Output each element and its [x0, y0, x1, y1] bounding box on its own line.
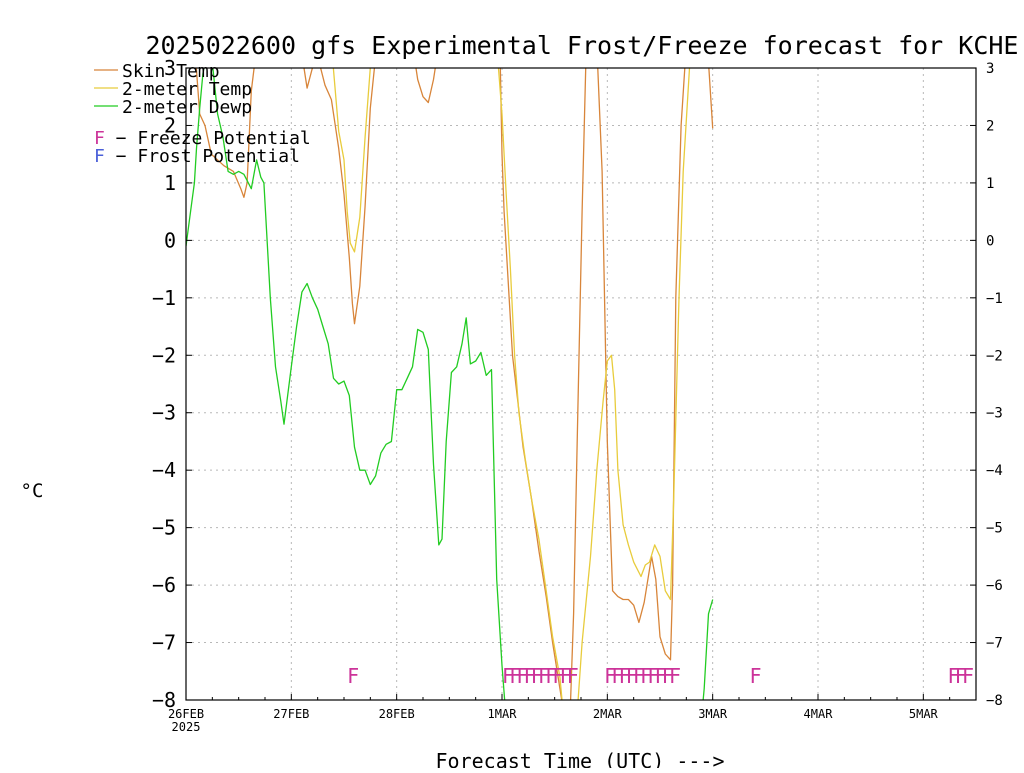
legend-note: F − Frost Potential	[94, 146, 300, 167]
freeze-potential-marker: F	[647, 664, 659, 688]
y-tick-label-left: −4	[152, 458, 176, 482]
x-tick-label: 1MAR	[488, 707, 518, 721]
freeze-potential-marker: F	[750, 664, 762, 688]
freeze-potential-marker: F	[524, 664, 536, 688]
y-tick-label-left: −7	[152, 631, 176, 655]
y-tick-label-right: 1	[986, 176, 994, 192]
y-tick-label-right: −7	[986, 636, 1003, 652]
legend-label: 2-meter Temp	[122, 79, 252, 100]
y-tick-label-left: −2	[152, 343, 176, 367]
y-tick-label-right: −6	[986, 578, 1003, 594]
y-tick-label-right: −8	[986, 693, 1003, 709]
freeze-potential-marker: F	[516, 664, 528, 688]
y-tick-label-left: −3	[152, 401, 176, 425]
freeze-potential-marker: F	[502, 664, 514, 688]
x-tick-sublabel: 2025	[172, 720, 201, 734]
series-line-2-meter-temp	[332, 68, 691, 700]
legend-label: Skin Temp	[122, 61, 220, 82]
freeze-potential-marker: F	[531, 664, 543, 688]
freeze-potential-marker: F	[560, 664, 572, 688]
freeze-potential-marker: F	[640, 664, 652, 688]
freeze-potential-marker: F	[545, 664, 557, 688]
freeze-potential-marker: F	[604, 664, 616, 688]
plot-frame	[185, 67, 977, 701]
y-tick-label-left: −5	[152, 516, 176, 540]
y-tick-label-right: −2	[986, 348, 1003, 364]
x-tick-label: 2MAR	[593, 707, 623, 721]
y-tick-label-left: 0	[164, 228, 176, 252]
y-tick-label-left: −8	[152, 688, 176, 712]
y-tick-label-left: −6	[152, 573, 176, 597]
legend-label: 2-meter Dewp	[122, 97, 252, 118]
y-tick-label-right: 2	[986, 118, 994, 134]
y-tick-label-right: −1	[986, 291, 1003, 307]
freeze-potential-marker: F	[655, 664, 667, 688]
y-tick-label-right: −5	[986, 521, 1003, 537]
y-tick-label-right: −3	[986, 406, 1003, 422]
y-tick-label-right: 3	[986, 61, 994, 77]
x-tick-label: 28FEB	[379, 707, 415, 721]
y-tick-label-left: −1	[152, 286, 176, 310]
freeze-potential-marker: F	[347, 664, 359, 688]
y-tick-label-right: 0	[986, 233, 994, 249]
x-tick-label: 5MAR	[909, 707, 939, 721]
legend-note: F − Freeze Potential	[94, 128, 311, 149]
freeze-potential-marker: F	[552, 664, 564, 688]
x-tick-label: 26FEB	[168, 707, 204, 721]
freeze-potential-marker: F	[619, 664, 631, 688]
x-tick-label: 4MAR	[804, 707, 834, 721]
y-tick-label-right: −4	[986, 463, 1003, 479]
y-tick-label-left: 3	[164, 56, 176, 80]
x-tick-label: 27FEB	[273, 707, 309, 721]
freeze-potential-marker: F	[955, 664, 967, 688]
freeze-potential-marker: F	[567, 664, 579, 688]
x-tick-label: 3MAR	[698, 707, 728, 721]
chart-title: 2025022600 gfs Experimental Frost/Freeze…	[146, 31, 1019, 60]
freeze-potential-marker: F	[633, 664, 645, 688]
freeze-potential-marker: F	[626, 664, 638, 688]
series-line-2-meter-dewp	[186, 68, 714, 700]
y-tick-label-left: 2	[164, 113, 176, 137]
x-axis-label: Forecast Time (UTC) --->	[436, 749, 725, 768]
freeze-potential-marker: F	[509, 664, 521, 688]
y-axis-label: °C	[21, 480, 44, 502]
freeze-potential-marker: F	[962, 664, 974, 688]
freeze-potential-marker: F	[948, 664, 960, 688]
y-tick-label-left: 1	[164, 171, 176, 195]
freeze-potential-marker: F	[611, 664, 623, 688]
freeze-potential-marker: F	[538, 664, 550, 688]
freeze-potential-marker: F	[662, 664, 674, 688]
freeze-potential-marker: F	[669, 664, 681, 688]
